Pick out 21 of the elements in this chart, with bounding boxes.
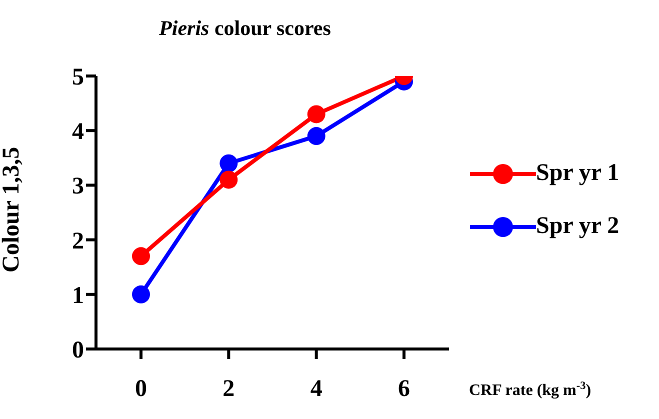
y-axis-title: Colour 1,3,5 <box>0 146 25 272</box>
y-tick-label: 4 <box>72 119 84 146</box>
y-tick-label: 1 <box>72 282 84 309</box>
y-tick-label: 2 <box>72 228 84 254</box>
x-tick-label: 6 <box>398 376 410 402</box>
point <box>220 154 238 172</box>
point <box>132 285 150 304</box>
x-tick-label: 4 <box>310 376 322 402</box>
x-tick-label: 2 <box>222 376 235 402</box>
x-tick-label: 0 <box>135 376 147 402</box>
chart-title: Pieris colour scores <box>158 16 332 41</box>
point <box>307 105 326 124</box>
y-tick-label: 3 <box>72 174 84 200</box>
y-tick-label: 0 <box>72 338 84 364</box>
legend-label: Spr yr 1 <box>536 160 620 187</box>
x-axis-title: CRF rate (kg m$^{-3}$) <box>469 380 592 399</box>
point <box>307 127 326 146</box>
point <box>132 247 150 266</box>
legend-label: Spr yr 2 <box>536 213 620 240</box>
point <box>220 170 238 189</box>
y-tick-label: 5 <box>72 64 84 91</box>
